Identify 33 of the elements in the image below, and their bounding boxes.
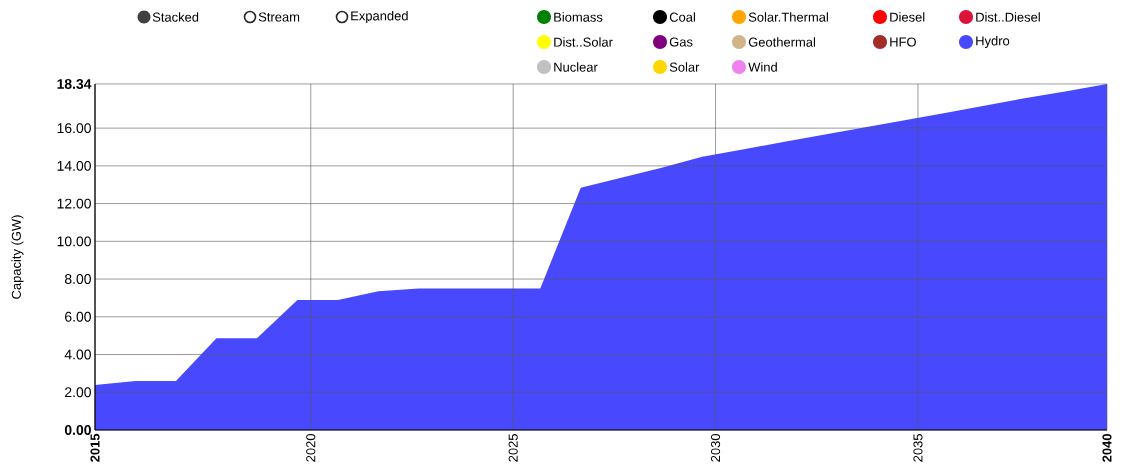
legend-label: Biomass: [554, 12, 603, 22]
legend-label: Nuclear: [554, 62, 598, 72]
text: Stacked: [152, 12, 199, 22]
y-axis-title: Capacity (GW): [11, 215, 24, 299]
legend-label: Solar.Thermal: [748, 12, 828, 22]
y-tick-label: 2.00: [65, 387, 91, 398]
x-tick-label: 2030: [710, 434, 721, 462]
legend-label: Gas: [669, 37, 693, 47]
y-tick-label: 8.00: [64, 274, 91, 284]
x-tick-label: 2040: [1102, 434, 1112, 462]
y-tick-label: 6.00: [65, 311, 91, 322]
legend-label: Wind: [748, 62, 777, 72]
y-tick-label: 10.00: [57, 236, 91, 247]
legend-label: Diesel: [890, 12, 925, 22]
y-tick-label: 14.00: [57, 160, 91, 171]
legend-label: Hydro: [976, 35, 1010, 49]
text: Stream: [258, 12, 300, 22]
legend-label: Coal: [669, 12, 695, 22]
y-tick-label: 4.00: [64, 349, 91, 360]
x-tick-label: 2025: [508, 434, 518, 462]
text: Expanded: [351, 10, 408, 24]
y-tick-label: 12.00: [57, 198, 91, 209]
x-tick-label: 2020: [306, 434, 316, 462]
x-tick-label: 2015: [90, 433, 100, 462]
y-tick-label: 18.34: [57, 79, 92, 89]
x-tick-label: 2035: [913, 434, 923, 462]
legend-label: HFO: [890, 37, 916, 47]
legend-label: Dist..Diesel: [976, 12, 1040, 22]
y-tick-label: 0.00: [64, 425, 91, 435]
y-tick-label: 16.00: [57, 123, 91, 134]
legend-label: Dist..Solar: [554, 37, 613, 47]
legend-label: Geothermal: [748, 37, 815, 47]
legend-label: Solar: [669, 62, 700, 72]
